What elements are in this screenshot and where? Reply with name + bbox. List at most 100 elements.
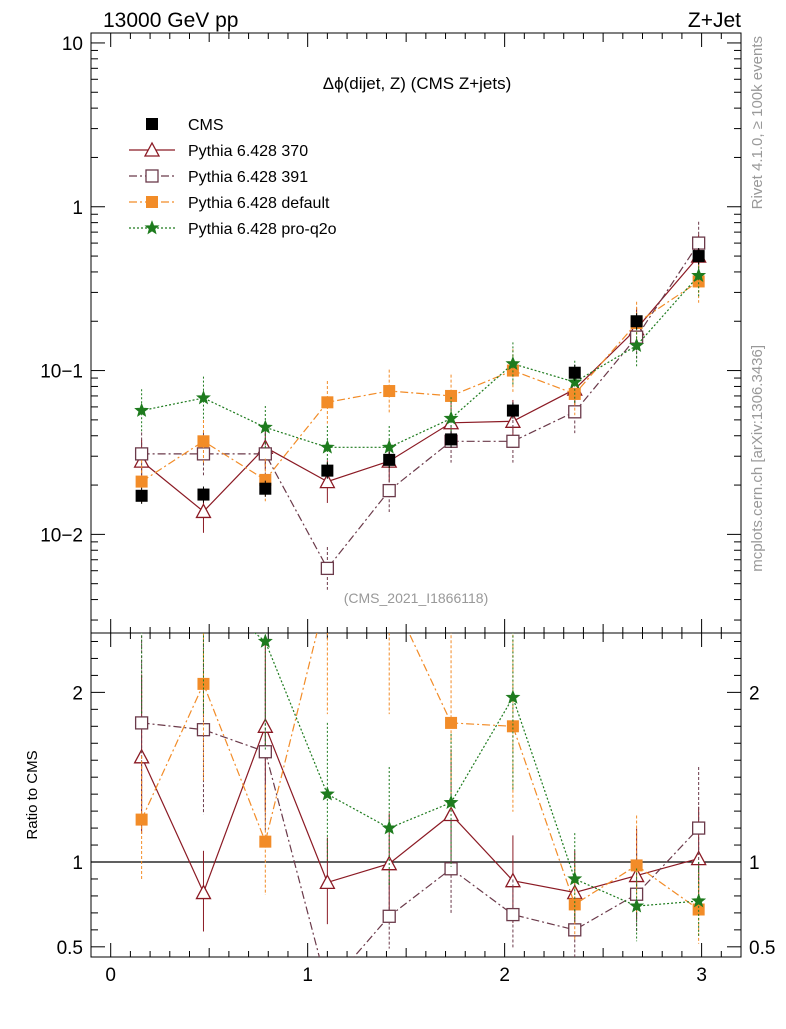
ratio-point-pythia-6-428-default xyxy=(568,898,581,911)
main-point-cms xyxy=(445,433,458,446)
analysis-label: (CMS_2021_I1866118) xyxy=(344,590,489,606)
legend-marker-pythia-6-428-370 xyxy=(143,141,161,157)
main-y-tick-label: 1 xyxy=(72,198,83,219)
main-point-cms xyxy=(630,315,643,328)
process-label: Z+Jet xyxy=(688,9,741,32)
main-point-pythia-6-428-391 xyxy=(196,447,211,461)
x-tick-label: 1 xyxy=(302,965,313,986)
ratio-line-pythia-6-428-pro-q2o xyxy=(254,633,699,907)
main-point-pythia-6-428-pro-q2o xyxy=(195,390,211,405)
main-point-pythia-6-428-391 xyxy=(568,405,582,419)
main-point-pythia-6-428-pro-q2o xyxy=(505,355,521,371)
ratio-y-tick-label: 2 xyxy=(72,683,83,704)
main-axis-ticks: 10 1 10−1 10−2 xyxy=(40,33,742,633)
main-point-pythia-6-428-pro-q2o xyxy=(134,402,150,417)
ratio-y-tick-label: 1 xyxy=(72,853,83,874)
main-point-pythia-6-428-391 xyxy=(506,434,520,448)
main-point-cms xyxy=(692,250,705,263)
legend-marker-cms xyxy=(146,118,158,130)
ratio-point-pythia-6-428-391 xyxy=(134,716,149,730)
ratio-point-pythia-6-428-default xyxy=(259,835,272,848)
main-point-pythia-6-428-391 xyxy=(258,447,272,461)
ratio-y-tick-label-right: 2 xyxy=(749,683,760,704)
ratio-point-pythia-6-428-391 xyxy=(692,821,706,835)
ratio-point-pythia-6-428-370 xyxy=(319,873,336,890)
ratio-point-pythia-6-428-pro-q2o xyxy=(135,584,148,597)
legend-marker-pythia-6-428-pro-q2o xyxy=(144,220,160,235)
ratio-point-pythia-6-428-370 xyxy=(195,884,212,900)
legend-label-pythia-6-428-391: Pythia 6.428 391 xyxy=(188,169,308,186)
ratio-y-tick-label: 0.5 xyxy=(57,938,83,959)
legend: CMS Pythia 6.428 370 Pythia 6.428 391 Pythi… xyxy=(129,117,337,238)
ratio-point-pythia-6-428-pro-q2o xyxy=(443,794,459,809)
ratio-point-pythia-6-428-391 xyxy=(382,909,396,923)
ratio-point-pythia-6-428-pro-q2o xyxy=(691,893,707,908)
main-point-pythia-6-428-pro-q2o xyxy=(381,439,397,454)
legend-label-pythia-6-428-default: Pythia 6.428 default xyxy=(188,195,330,212)
main-point-cms xyxy=(259,482,272,495)
x-tick-label: 3 xyxy=(696,965,707,986)
ratio-point-pythia-6-428-391 xyxy=(321,982,333,994)
x-tick-label: 2 xyxy=(499,965,510,986)
ratio-point-pythia-6-428-391 xyxy=(444,862,458,876)
ratio-line-pythia-6-428-default xyxy=(141,633,700,910)
main-point-cms xyxy=(506,404,519,417)
ratio-axis-ticks: 0 1 2 3 2 2 1 1 0.5 0.5 xyxy=(57,633,775,986)
main-y-tick-label: 10−1 xyxy=(40,362,83,383)
main-line-pythia-6-428-pro-q2o xyxy=(141,275,700,448)
main-point-pythia-6-428-391 xyxy=(134,447,149,461)
ratio-point-pythia-6-428-pro-q2o xyxy=(319,786,335,801)
main-point-pythia-6-428-pro-q2o xyxy=(567,374,583,389)
main-point-pythia-6-428-370 xyxy=(319,473,336,489)
rivet-version-label: Rivet 4.1.0, ≥ 100k events xyxy=(749,36,766,209)
main-point-pythia-6-428-default xyxy=(383,385,396,398)
ratio-point-pythia-6-428-pro-q2o xyxy=(567,871,583,886)
main-point-pythia-6-428-pro-q2o xyxy=(691,267,707,282)
main-data xyxy=(133,221,707,590)
ratio-y-label: Ratio to CMS xyxy=(24,750,41,839)
ratio-point-pythia-6-428-pro-q2o xyxy=(257,633,273,648)
ratio-point-pythia-6-428-default xyxy=(135,813,148,826)
main-point-cms xyxy=(197,488,210,501)
main-y-tick-label: 10 xyxy=(62,34,83,55)
main-y-tick-label: 10−2 xyxy=(40,525,83,546)
main-line-pythia-6-428-391 xyxy=(141,242,700,570)
main-point-pythia-6-428-391 xyxy=(692,236,706,250)
ratio-point-pythia-6-428-pro-q2o xyxy=(629,898,645,913)
main-point-pythia-6-428-391 xyxy=(320,561,335,576)
ratio-point-pythia-6-428-default xyxy=(445,716,458,729)
ratio-point-pythia-6-428-pro-q2o xyxy=(197,584,210,597)
ratio-point-pythia-6-428-default xyxy=(506,720,519,733)
legend-marker-pythia-6-428-391 xyxy=(145,169,159,183)
main-point-pythia-6-428-default xyxy=(321,396,334,409)
main-point-pythia-6-428-pro-q2o xyxy=(443,410,459,425)
main-point-pythia-6-428-pro-q2o xyxy=(319,439,335,454)
legend-label-pythia-6-428-370: Pythia 6.428 370 xyxy=(188,143,308,160)
plot-title: Δϕ(dijet, Z) (CMS Z+jets) xyxy=(323,74,512,93)
ratio-point-pythia-6-428-default xyxy=(321,585,333,597)
ratio-line-pythia-6-428-370 xyxy=(141,724,699,895)
legend-marker-pythia-6-428-default xyxy=(146,196,158,208)
mcplots-label: mcplots.cern.ch [arXiv:1306.3436] xyxy=(749,345,766,572)
main-point-cms xyxy=(568,366,581,379)
ratio-point-pythia-6-428-default xyxy=(630,859,643,872)
main-point-pythia-6-428-391 xyxy=(382,483,396,498)
main-point-cms xyxy=(383,453,396,466)
main-point-pythia-6-428-pro-q2o xyxy=(629,337,645,352)
main-point-pythia-6-428-default xyxy=(197,435,210,448)
main-point-cms xyxy=(321,464,334,477)
main-point-pythia-6-428-default xyxy=(135,475,148,488)
x-tick-label: 0 xyxy=(105,965,116,986)
ratio-point-pythia-6-428-pro-q2o xyxy=(381,820,397,835)
ratio-data xyxy=(133,584,707,994)
legend-label-pythia-6-428-pro-q2o: Pythia 6.428 pro-q2o xyxy=(188,221,337,238)
ratio-y-tick-label-right: 1 xyxy=(749,853,760,874)
ratio-point-pythia-6-428-391 xyxy=(258,745,272,759)
ratio-y-tick-label-right: 0.5 xyxy=(749,938,775,959)
ratio-plot-frame xyxy=(90,632,742,958)
main-point-pythia-6-428-default xyxy=(445,389,458,402)
energy-label: 13000 GeV pp xyxy=(103,9,238,32)
ratio-point-pythia-6-428-default xyxy=(692,903,705,916)
